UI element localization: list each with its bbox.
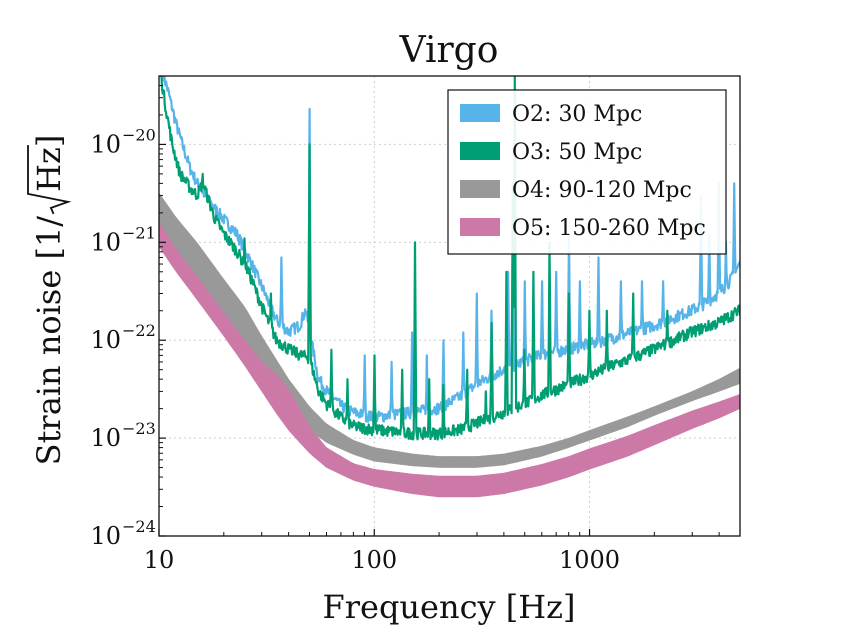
y-tick-label: 10	[90, 424, 121, 452]
y-tick-label: 10	[90, 522, 121, 550]
y-tick-exponent: −20	[122, 125, 156, 144]
legend-label: O4: 90-120 Mpc	[512, 178, 692, 203]
y-tick-base: 10	[90, 326, 121, 354]
legend-swatch	[460, 142, 500, 160]
line-o3	[159, 76, 740, 441]
y-axis-label-sqrt-arg: Hz	[30, 147, 68, 192]
legend-label: O5: 150-260 Mpc	[512, 216, 706, 241]
lines-layer	[159, 76, 740, 441]
y-tick-exponent: −22	[122, 321, 156, 340]
x-tick-label: 10	[144, 546, 175, 574]
y-tick-label: 10	[90, 326, 121, 354]
y-tick-exponent: −24	[122, 517, 156, 536]
x-tick-label: 1000	[559, 546, 620, 574]
band-o5	[159, 221, 740, 498]
legend-label: O2: 30 Mpc	[512, 102, 642, 127]
y-tick-base: 10	[90, 130, 121, 158]
legend-swatch	[460, 104, 500, 122]
sqrt-symbol	[27, 145, 72, 215]
x-tick-label: 100	[351, 546, 397, 574]
y-axis-label-suffix: ]	[30, 135, 68, 147]
y-tick-base: 10	[90, 522, 121, 550]
y-tick-label: 10	[90, 228, 121, 256]
line-o2	[162, 76, 740, 425]
y-axis-label-prefix: Strain noise [1/	[30, 216, 68, 466]
legend-swatch	[460, 218, 500, 236]
band-o4	[159, 192, 740, 468]
bands-layer	[159, 192, 740, 498]
x-ticks: 10 100 1000	[144, 529, 741, 574]
legend: O2: 30 Mpc O3: 50 Mpc O4: 90-120 Mpc O5: 15…	[447, 89, 727, 255]
chart-title: Virgo	[399, 30, 499, 71]
y-tick-label: 10	[90, 130, 121, 158]
y-tick-exponent: −21	[122, 223, 156, 242]
legend-label: O3: 50 Mpc	[512, 140, 642, 165]
plot-frame	[158, 75, 741, 537]
y-tick-base: 10	[90, 228, 121, 256]
x-axis-label: Frequency [Hz]	[323, 588, 576, 626]
legend-swatch	[460, 180, 500, 198]
y-axis-label-text: Strain noise [1/Hz]	[30, 135, 68, 466]
y-tick-base: 10	[90, 424, 121, 452]
y-axis-label: Strain noise [1/Hz]	[27, 135, 72, 466]
y-tick-exponent: −23	[122, 419, 156, 438]
